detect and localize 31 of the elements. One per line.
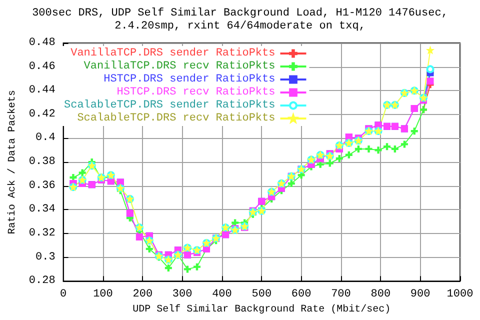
x-axis-title: UDP Self Similar Background Rate (Mbit/sec) [132, 304, 391, 316]
legend-label: HSTCP.DRS sender RatioPkts [104, 74, 276, 86]
x-tick-label: 0 [60, 288, 67, 301]
x-tick-label: 400 [212, 288, 232, 301]
y-tick-label: 0.36 [28, 180, 56, 192]
x-tick-label: 600 [291, 288, 312, 301]
legend-label: ScalableTCP.DRS sender RatioPkts [64, 100, 276, 112]
legend-label: VanillaTCP.DRS sender RatioPkts [70, 48, 276, 60]
y-tick-label: 0.38 [28, 156, 56, 168]
x-tick-label: 1000 [446, 288, 474, 301]
x-tick-label: 700 [331, 288, 351, 301]
x-tick-label: 500 [252, 288, 272, 301]
x-tick-label: 800 [370, 288, 391, 301]
y-tick-label: 0.44 [28, 84, 56, 97]
y-tick-label: 0.34 [28, 204, 56, 216]
y-axis-title: Ratio Ack / Data Packets [6, 90, 18, 234]
y-tick-label: 0.32 [28, 227, 56, 240]
y-tick-label: 0.28 [28, 275, 56, 288]
x-tick-label: 900 [410, 288, 430, 301]
y-tick-label: 0.46 [28, 60, 56, 73]
x-tick-label: 100 [93, 288, 113, 301]
chart-title: 300sec DRS, UDP Self Similar Background Load, H1-M120 1476usec, 2.4.20smp, rxint 64/64moderate on txq, [32, 8, 448, 32]
legend-label: HSTCP.DRS recv RatioPkts [116, 86, 276, 98]
y-tick-label: 0.42 [28, 108, 56, 120]
y-tick-label: 0.48 [28, 37, 56, 49]
x-tick-label: 200 [132, 288, 153, 301]
y-tick-label: 0.4 [35, 132, 56, 144]
y-tick-label: 0.3 [35, 251, 56, 264]
legend-label: ScalableTCP.DRS recv RatioPkts [77, 112, 276, 124]
legend-label: VanillaTCP.DRS recv RatioPkts [84, 60, 276, 72]
x-tick-label: 300 [172, 288, 192, 301]
